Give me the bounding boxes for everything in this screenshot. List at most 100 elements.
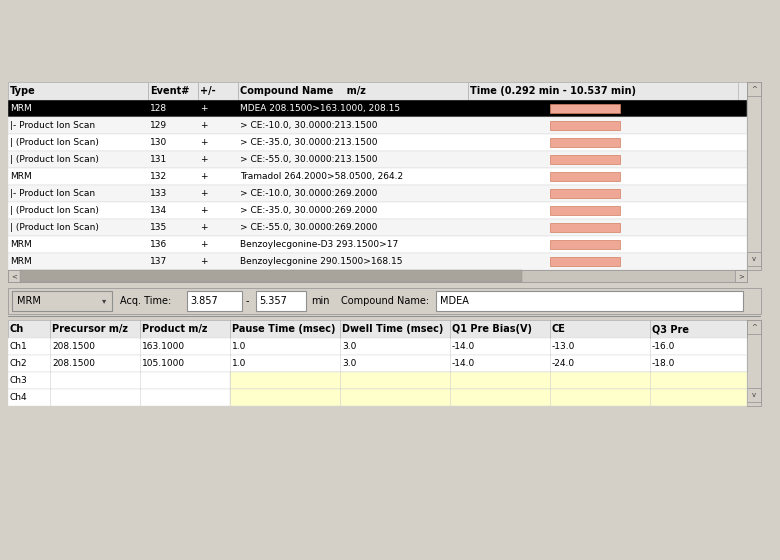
Text: +: + bbox=[200, 138, 207, 147]
Text: 133: 133 bbox=[150, 189, 167, 198]
Bar bbox=[8, 236, 747, 253]
Text: |- Product Ion Scan: |- Product Ion Scan bbox=[10, 121, 95, 130]
Text: v: v bbox=[752, 256, 756, 262]
Text: MRM: MRM bbox=[10, 240, 32, 249]
Text: -14.0: -14.0 bbox=[452, 359, 475, 368]
Text: min: min bbox=[311, 296, 329, 306]
Text: CE: CE bbox=[552, 324, 566, 334]
Bar bbox=[8, 202, 747, 219]
Bar bbox=[8, 253, 747, 270]
Bar bbox=[8, 151, 747, 168]
Bar bbox=[198, 82, 238, 100]
Text: +: + bbox=[200, 189, 207, 198]
Text: v: v bbox=[752, 392, 756, 398]
Text: 134: 134 bbox=[150, 206, 167, 215]
Bar bbox=[468, 82, 738, 100]
Text: 3.857: 3.857 bbox=[190, 296, 218, 306]
Text: 1.0: 1.0 bbox=[232, 342, 246, 351]
Text: Q1 Pre Bias(V): Q1 Pre Bias(V) bbox=[452, 324, 532, 334]
Text: Event#: Event# bbox=[150, 86, 190, 96]
Bar bbox=[256, 291, 306, 311]
Bar bbox=[747, 388, 761, 402]
Text: +: + bbox=[200, 240, 207, 249]
Text: 1.0: 1.0 bbox=[232, 359, 246, 368]
Bar bbox=[747, 82, 761, 270]
Bar bbox=[8, 117, 747, 134]
Bar bbox=[8, 389, 747, 406]
Text: MRM: MRM bbox=[10, 172, 32, 181]
Text: Tramadol 264.2000>58.0500, 264.2: Tramadol 264.2000>58.0500, 264.2 bbox=[240, 172, 403, 181]
Text: +/-: +/- bbox=[200, 86, 215, 96]
Text: -18.0: -18.0 bbox=[652, 359, 675, 368]
Text: | (Product Ion Scan): | (Product Ion Scan) bbox=[10, 223, 99, 232]
Bar bbox=[550, 138, 620, 147]
Text: >: > bbox=[738, 273, 744, 279]
Text: MRM: MRM bbox=[10, 104, 32, 113]
Bar bbox=[8, 100, 747, 117]
Text: 208.1500: 208.1500 bbox=[52, 342, 95, 351]
Text: Compound Name:: Compound Name: bbox=[341, 296, 429, 306]
Bar bbox=[550, 104, 620, 113]
Text: -14.0: -14.0 bbox=[452, 342, 475, 351]
Text: | (Product Ion Scan): | (Product Ion Scan) bbox=[10, 155, 99, 164]
Text: > CE:-55.0, 30.0000:269.2000: > CE:-55.0, 30.0000:269.2000 bbox=[240, 223, 378, 232]
Bar bbox=[8, 270, 20, 282]
Text: +: + bbox=[200, 223, 207, 232]
Bar bbox=[747, 252, 761, 266]
Bar bbox=[8, 338, 747, 355]
Text: Pause Time (msec): Pause Time (msec) bbox=[232, 324, 335, 334]
Bar bbox=[747, 320, 761, 334]
Text: | (Product Ion Scan): | (Product Ion Scan) bbox=[10, 206, 99, 215]
Text: Ch2: Ch2 bbox=[10, 359, 27, 368]
Text: -13.0: -13.0 bbox=[552, 342, 576, 351]
Text: +: + bbox=[200, 121, 207, 130]
Text: | (Product Ion Scan): | (Product Ion Scan) bbox=[10, 138, 99, 147]
Text: |- Product Ion Scan: |- Product Ion Scan bbox=[10, 189, 95, 198]
Text: -16.0: -16.0 bbox=[652, 342, 675, 351]
Bar bbox=[8, 82, 747, 100]
Text: -24.0: -24.0 bbox=[552, 359, 575, 368]
Text: ^: ^ bbox=[751, 86, 757, 92]
Bar bbox=[747, 82, 761, 96]
Text: MDEA 208.1500>163.1000, 208.15: MDEA 208.1500>163.1000, 208.15 bbox=[240, 104, 400, 113]
Text: Product m/z: Product m/z bbox=[142, 324, 207, 334]
Text: +: + bbox=[200, 257, 207, 266]
Text: Benzoylecgonine-D3 293.1500>17: Benzoylecgonine-D3 293.1500>17 bbox=[240, 240, 399, 249]
Bar bbox=[8, 168, 747, 185]
Bar bbox=[550, 206, 620, 215]
Bar bbox=[8, 219, 747, 236]
Bar bbox=[735, 270, 747, 282]
Text: 130: 130 bbox=[150, 138, 167, 147]
Text: ▾: ▾ bbox=[102, 296, 106, 306]
Bar bbox=[550, 155, 620, 164]
Bar bbox=[436, 291, 743, 311]
Bar bbox=[550, 257, 620, 266]
Bar bbox=[238, 82, 468, 100]
Text: <: < bbox=[11, 273, 17, 279]
Bar bbox=[230, 372, 747, 389]
Text: > CE:-35.0, 30.0000:213.1500: > CE:-35.0, 30.0000:213.1500 bbox=[240, 138, 378, 147]
Text: 137: 137 bbox=[150, 257, 167, 266]
Text: 105.1000: 105.1000 bbox=[142, 359, 185, 368]
Bar bbox=[230, 389, 747, 406]
Text: 3.0: 3.0 bbox=[342, 342, 356, 351]
Text: > CE:-35.0, 30.0000:269.2000: > CE:-35.0, 30.0000:269.2000 bbox=[240, 206, 378, 215]
Text: Compound Name    m/z: Compound Name m/z bbox=[240, 86, 366, 96]
Text: 136: 136 bbox=[150, 240, 167, 249]
Text: 128: 128 bbox=[150, 104, 167, 113]
Bar bbox=[550, 172, 620, 181]
Text: 129: 129 bbox=[150, 121, 167, 130]
Bar bbox=[8, 316, 761, 317]
Text: 3.0: 3.0 bbox=[342, 359, 356, 368]
Bar bbox=[8, 185, 747, 202]
Text: Type: Type bbox=[10, 86, 36, 96]
Text: Acq. Time:: Acq. Time: bbox=[120, 296, 172, 306]
Bar bbox=[550, 189, 620, 198]
Text: Q3 Pre: Q3 Pre bbox=[652, 324, 689, 334]
Text: +: + bbox=[200, 155, 207, 164]
Text: Dwell Time (msec): Dwell Time (msec) bbox=[342, 324, 443, 334]
Bar bbox=[550, 121, 620, 130]
Bar bbox=[8, 372, 747, 389]
Bar bbox=[8, 288, 761, 314]
Text: Precursor m/z: Precursor m/z bbox=[52, 324, 128, 334]
